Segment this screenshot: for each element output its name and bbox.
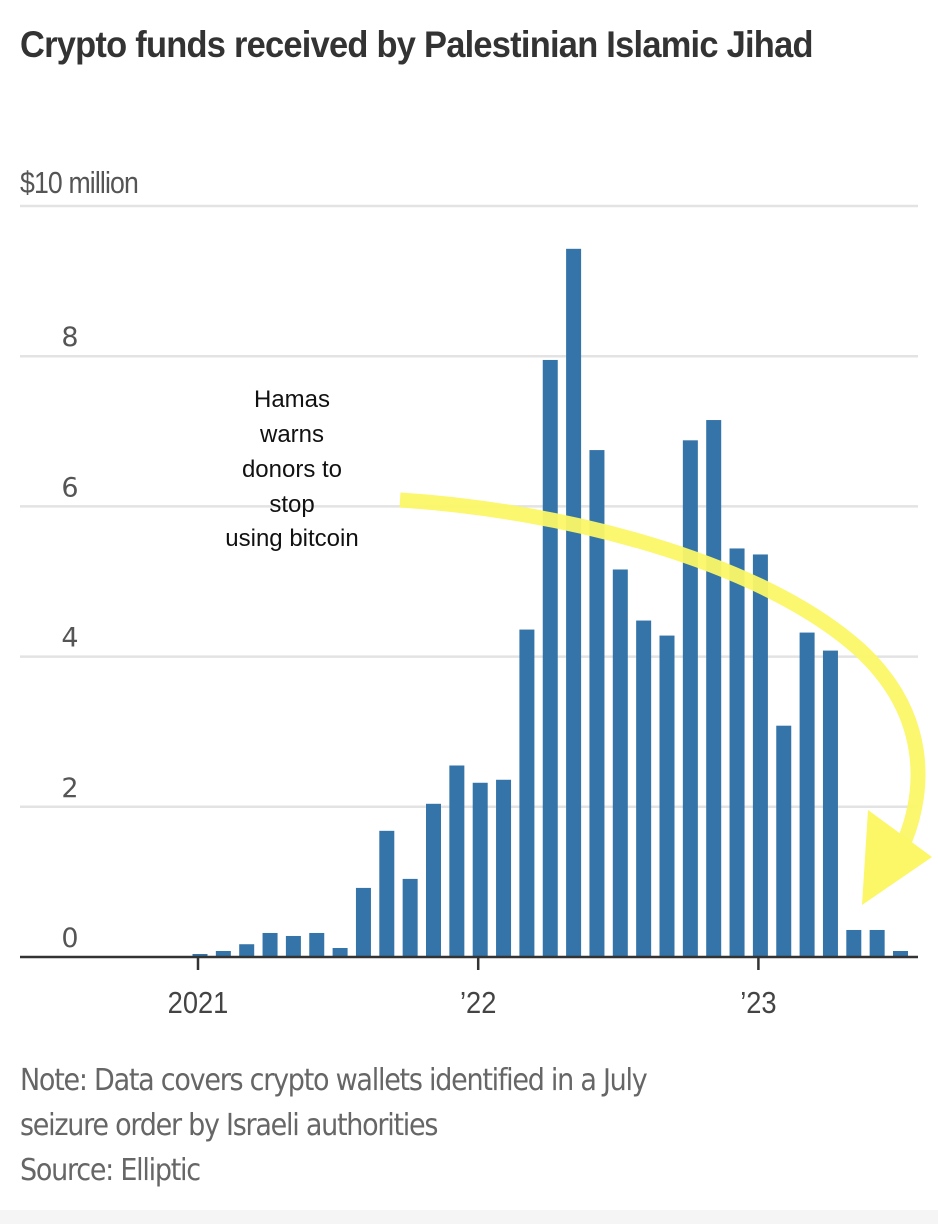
bar xyxy=(192,953,208,957)
bar xyxy=(846,929,862,957)
bar xyxy=(659,635,675,957)
annotation-arrow xyxy=(399,492,932,905)
y-tick-label: 8 xyxy=(61,322,78,353)
bar xyxy=(729,548,745,957)
bar xyxy=(822,650,838,957)
bar xyxy=(239,944,255,957)
annotation-line-4: stop xyxy=(269,491,314,518)
note-line-2: seizure order by Israeli authorities xyxy=(20,1108,438,1143)
bar xyxy=(215,950,231,957)
y-tick-label: 6 xyxy=(61,472,78,503)
bar xyxy=(869,929,885,957)
bar xyxy=(566,248,582,957)
bars xyxy=(192,248,908,958)
bar xyxy=(379,830,395,957)
annotation: Hamas warns donors to stop using bitcoin xyxy=(225,386,358,552)
annotation-line-2: warns xyxy=(259,421,324,448)
bar xyxy=(496,779,512,957)
annotation-line-3: donors to xyxy=(242,456,342,483)
annotation-line-1: Hamas xyxy=(254,386,330,413)
y-axis-unit-label: $10 million xyxy=(20,165,139,200)
bar xyxy=(449,765,465,957)
bar xyxy=(402,878,418,957)
bar xyxy=(472,782,488,957)
bar xyxy=(309,932,325,957)
bar xyxy=(355,887,371,957)
bar xyxy=(542,359,558,958)
arrow-curve xyxy=(399,492,926,843)
x-tick-label: ’23 xyxy=(740,986,776,1020)
bar xyxy=(706,420,722,957)
bottom-band xyxy=(0,1210,938,1224)
bar xyxy=(589,450,605,957)
x-tick-label: 2021 xyxy=(168,986,229,1020)
bar xyxy=(893,950,908,957)
chart-footer: Note: Data covers crypto wallets identif… xyxy=(20,1058,830,1193)
bar xyxy=(332,947,348,957)
annotation-line-5: using bitcoin xyxy=(225,525,358,552)
x-tick-label: ’22 xyxy=(460,986,496,1020)
bar xyxy=(752,554,768,957)
source-line: Source: Elliptic xyxy=(20,1153,201,1188)
bar xyxy=(612,569,628,957)
y-tick-label: 4 xyxy=(61,623,78,654)
bar xyxy=(682,440,698,957)
bar xyxy=(285,935,301,957)
x-axis-ticks: 2021 ’22 ’23 xyxy=(168,957,777,1020)
arrow-head-icon xyxy=(862,810,932,905)
y-tick-label: 2 xyxy=(61,773,78,804)
bar xyxy=(636,620,652,957)
bar-chart: 8 6 4 2 0 2021 ’22 ’23 Hamas warns donors to s… xyxy=(20,204,932,1020)
bar xyxy=(519,629,535,957)
bar xyxy=(776,725,792,957)
y-tick-label: 0 xyxy=(61,923,78,954)
y-axis-ticks: 8 6 4 2 0 xyxy=(61,322,78,954)
note-line-1: Note: Data covers crypto wallets identif… xyxy=(20,1063,648,1098)
bar xyxy=(426,803,441,957)
bar xyxy=(799,632,815,957)
bar xyxy=(262,932,278,957)
chart-title: Crypto funds received by Palestinian Isl… xyxy=(20,24,813,65)
